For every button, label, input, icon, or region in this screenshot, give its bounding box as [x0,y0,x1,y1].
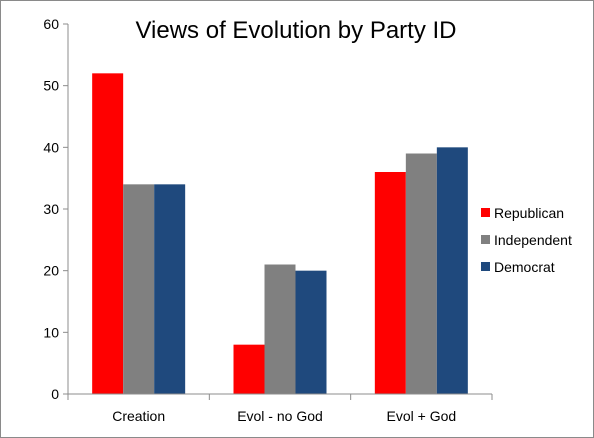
bar-democrat [154,184,186,394]
x-tick-label: Creation [112,408,165,424]
bar-independent [264,264,296,394]
bars [92,73,468,394]
legend-swatch-independent [481,235,490,244]
bar-independent [123,184,155,394]
x-tick-label: Evol + God [387,408,457,424]
chart-title: Views of Evolution by Party ID [135,17,456,44]
bar-republican [92,73,124,394]
legend-label-democrat: Democrat [494,259,555,275]
bar-independent [405,153,437,394]
y-tick-label: 10 [43,324,59,340]
bar-democrat [295,270,327,394]
y-tick-label: 30 [43,201,59,217]
y-axis: 0 10 20 30 40 50 60 [43,16,69,402]
legend-swatch-democrat [481,262,490,271]
legend-label-republican: Republican [494,205,564,221]
x-tick-label: Evol - no God [237,408,323,424]
legend-label-independent: Independent [494,232,572,248]
legend-swatch-republican [481,208,490,217]
y-tick-label: 20 [43,263,59,279]
y-tick-label: 50 [43,78,59,94]
legend: Republican Independent Democrat [481,205,572,275]
bar-democrat [436,147,468,394]
y-tick-label: 0 [51,386,59,402]
x-axis: Creation Evol - no God Evol + God [67,393,493,424]
bar-republican [233,344,265,394]
y-tick-label: 60 [43,16,59,32]
bar-republican [374,172,406,394]
y-tick-label: 40 [43,139,59,155]
